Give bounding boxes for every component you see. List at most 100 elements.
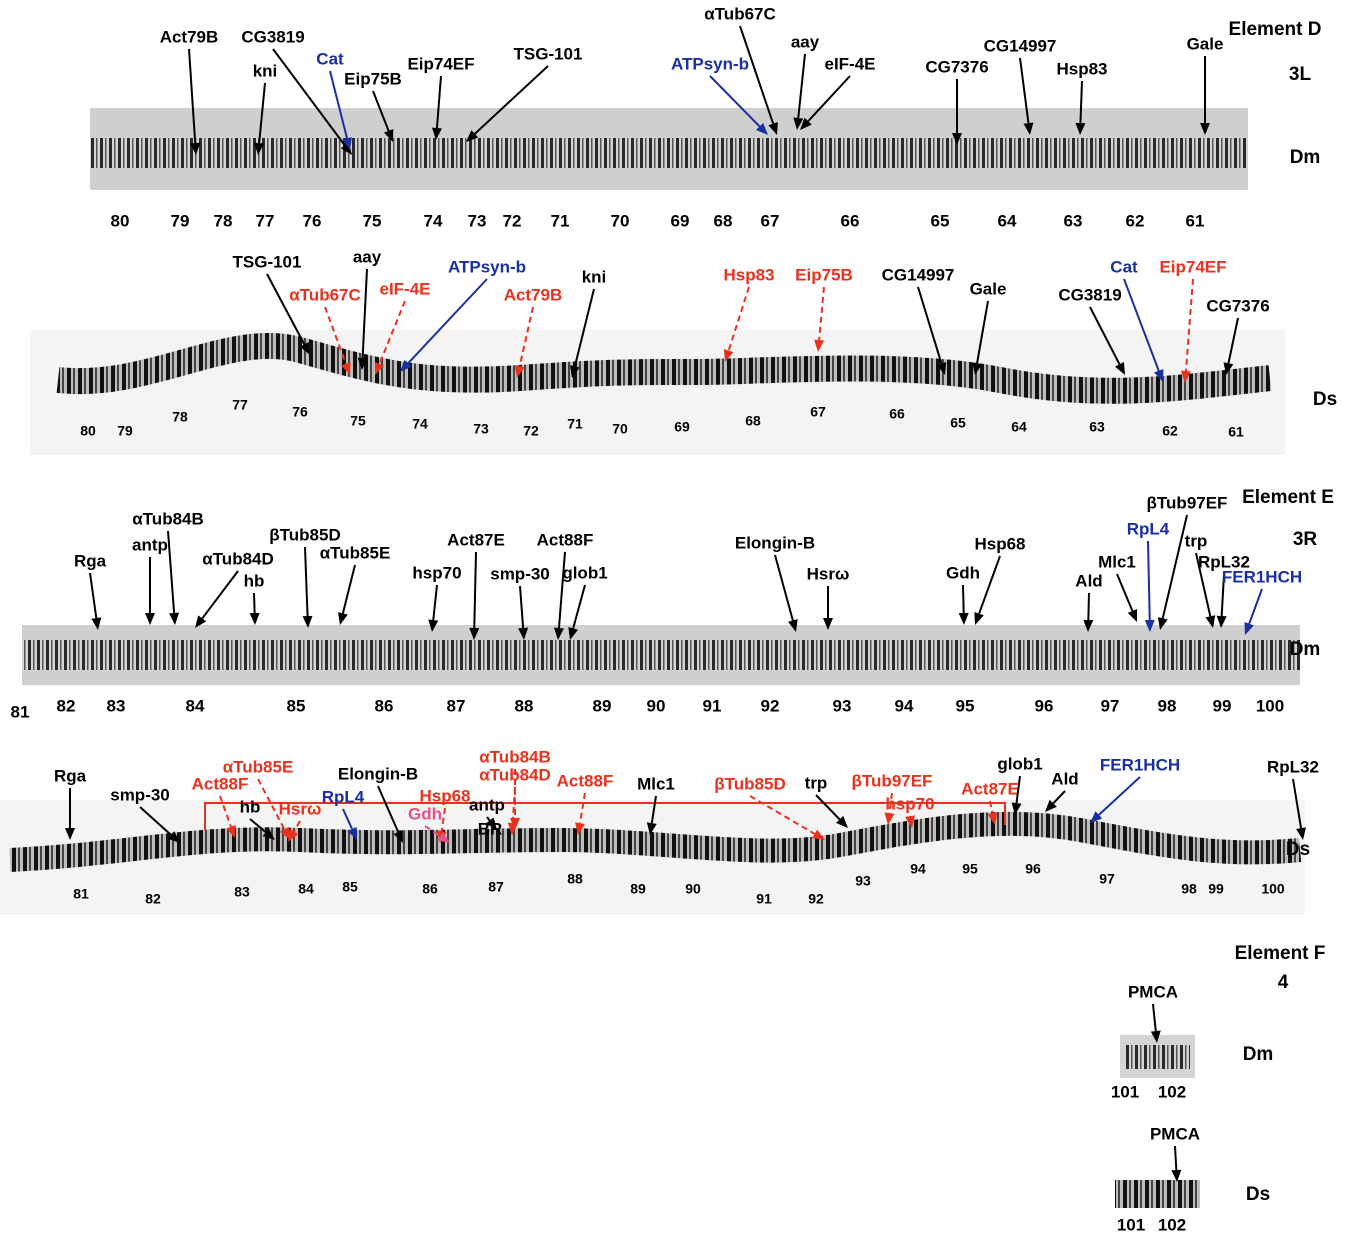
band-number: 73: [468, 211, 487, 230]
gene-arrow: [749, 795, 816, 835]
gene-label: RpL4: [322, 787, 365, 806]
gene-arrow: [1248, 588, 1263, 625]
band-number: 79: [117, 423, 133, 439]
arrow-head: [1157, 617, 1168, 630]
gene-label: antp: [469, 795, 505, 814]
arrow-head: [428, 619, 439, 632]
band-number: 89: [630, 881, 646, 897]
band-number: 101: [1111, 1082, 1139, 1101]
band-number: 98: [1158, 696, 1177, 715]
gene-arrow: [1019, 57, 1030, 124]
gene-label: Eip75B: [344, 69, 402, 88]
gene-label: CG3819: [241, 27, 304, 46]
inversion-bracket: [204, 802, 1006, 830]
band-number: 96: [1025, 861, 1041, 877]
species-label: Ds: [1286, 839, 1310, 860]
band-number: 80: [80, 423, 96, 439]
gene-label: hsp70: [412, 563, 461, 582]
band-number: 64: [1011, 419, 1027, 435]
arrow-head: [485, 817, 497, 830]
gene-label: Act87E: [447, 530, 505, 549]
dm-4-bands: [1125, 1045, 1190, 1069]
gene-label: RpL4: [1127, 519, 1170, 538]
gene-arrow: [578, 792, 586, 824]
gene-arrow: [917, 286, 943, 364]
arm-label: 4: [1278, 972, 1289, 993]
gene-label: CG3819: [1058, 285, 1121, 304]
gene-arrow: [474, 65, 549, 135]
gene-label: hb: [244, 571, 265, 590]
arrow-head: [169, 612, 180, 625]
gene-arrow: [1147, 540, 1151, 621]
band-number: 95: [962, 861, 978, 877]
band-number: 91: [703, 696, 722, 715]
band-number: 100: [1261, 881, 1285, 897]
gene-arrow: [1098, 776, 1141, 816]
arrow-head: [974, 612, 984, 625]
arrow-head: [469, 627, 480, 640]
gene-arrow: [815, 794, 841, 821]
gene-arrow: [1161, 514, 1188, 619]
gene-label: Hsrω: [807, 564, 850, 583]
ds-3r-chromosome: [9, 811, 1302, 872]
gene-label: αTub85E: [223, 757, 294, 776]
arrow-head: [1011, 802, 1022, 815]
band-number: 88: [567, 871, 583, 887]
gene-label: Act87E: [961, 779, 1019, 798]
band-number: 73: [473, 421, 489, 437]
band-number: 62: [1162, 423, 1178, 439]
band-number: 97: [1101, 696, 1120, 715]
arrow-head: [936, 362, 947, 375]
gene-arrow: [739, 25, 775, 124]
gene-label: Mlc1: [637, 774, 675, 793]
band-number: 85: [287, 696, 306, 715]
band-number: 90: [647, 696, 666, 715]
arrow-head: [1075, 122, 1086, 135]
gene-arrow: [435, 75, 442, 129]
gene-label: trp: [1185, 531, 1208, 550]
gene-arrow: [1015, 775, 1021, 804]
arrow-head: [1154, 369, 1164, 382]
band-number: 94: [895, 696, 914, 715]
gene-label: Hsp83: [1056, 59, 1107, 78]
band-number: 94: [910, 861, 926, 877]
band-number: 70: [611, 211, 630, 230]
arrow-head: [768, 122, 778, 135]
ds-4-image: [1115, 1180, 1200, 1208]
gene-arrow: [361, 268, 368, 359]
arrow-head: [514, 365, 525, 378]
band-number: 96: [1035, 696, 1054, 715]
band-number: 86: [422, 881, 438, 897]
gene-arrow: [1123, 278, 1160, 372]
element-title: Element E: [1242, 487, 1334, 508]
gene-label: ATPsyn-b: [671, 54, 749, 73]
arrow-head: [341, 362, 351, 375]
band-number: 64: [998, 211, 1017, 230]
gene-arrow: [1087, 592, 1090, 621]
gene-arrow: [1195, 552, 1212, 617]
gene-arrow: [258, 82, 266, 144]
gene-label: Act88F: [537, 530, 594, 549]
gene-arrow: [709, 75, 761, 128]
gene-arrow: [978, 555, 1001, 615]
gene-label: Elongin-B: [735, 533, 815, 552]
gene-label: Gale: [970, 279, 1007, 298]
band-number: 72: [503, 211, 522, 230]
gene-label: βTub85D: [269, 525, 340, 544]
arrow-head: [342, 137, 352, 150]
arrow-head: [65, 828, 75, 840]
dm-3r-bands: [22, 640, 1300, 670]
arrow-head: [374, 362, 385, 375]
arrow-head: [299, 342, 310, 355]
gene-arrow: [407, 278, 488, 364]
gene-label: CG14997: [882, 265, 955, 284]
arrow-head: [1223, 362, 1234, 375]
band-number: 63: [1089, 419, 1105, 435]
band-number: 92: [808, 891, 824, 907]
arrow-head: [836, 815, 848, 828]
band-number: 90: [685, 881, 701, 897]
gene-arrow: [1089, 306, 1121, 365]
gene-arrow: [372, 90, 390, 132]
band-number: 89: [593, 696, 612, 715]
